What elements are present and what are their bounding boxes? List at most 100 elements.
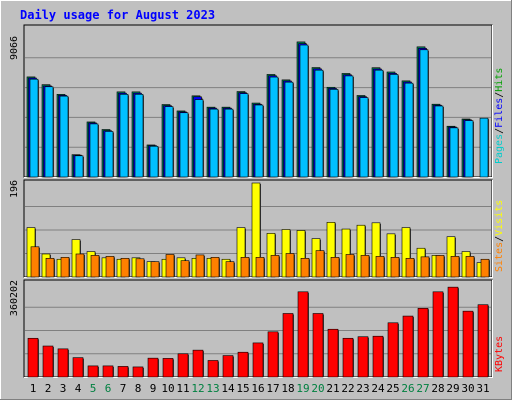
x-tick-label: 26 [401, 382, 414, 395]
x-tick-label: 3 [60, 382, 67, 395]
pages-bar [284, 81, 294, 178]
x-tick-label: 24 [371, 382, 385, 395]
sites-bar [120, 257, 130, 278]
pages-bar-body [464, 120, 474, 178]
kbytes-bar [177, 353, 189, 378]
kbytes-bar [297, 291, 309, 378]
sites-bar-body [330, 257, 340, 278]
pages-bar-body [479, 117, 489, 178]
x-tick-label: 2 [45, 382, 52, 395]
sites-bar [75, 253, 85, 278]
sites-bar-body [120, 257, 130, 278]
kbytes-bar [57, 348, 69, 378]
legend-sep-3: / [494, 236, 505, 242]
sites-bar-body [360, 255, 370, 278]
pages-bar-body [404, 82, 414, 178]
x-tick-label: 4 [75, 382, 82, 395]
kbytes-bar-body [297, 291, 309, 378]
pages-bar-body [134, 94, 144, 178]
kbytes-bar [387, 322, 399, 378]
sites-bar [300, 257, 310, 278]
legend-sites: Sites [494, 242, 505, 272]
pages-bar-body [74, 155, 84, 178]
kbytes-bar [117, 366, 129, 378]
pages-bar-body [179, 112, 189, 178]
x-tick-label: 31 [476, 382, 489, 395]
x-tick-label: 30 [461, 382, 474, 395]
sites-bar [345, 254, 355, 278]
sites-bar-body [135, 258, 145, 278]
sites-bar-body [405, 257, 415, 278]
sites-bar [360, 255, 370, 278]
kbytes-bar [222, 355, 234, 378]
pages-bar [434, 105, 444, 178]
kbytes-bar-body [87, 365, 99, 378]
pages-bar-body [29, 78, 39, 178]
x-tick-label: 8 [135, 382, 142, 395]
kbytes-bar [282, 313, 294, 378]
kbytes-bar-body [27, 337, 39, 378]
sites-bar-body [165, 254, 175, 278]
pages-bar [464, 120, 474, 178]
panel1-legend: Pages/Files/Hits [494, 68, 505, 164]
sites-bar-body [30, 246, 40, 278]
kbytes-bar [477, 304, 489, 378]
sites-bar-body [420, 256, 430, 278]
pages-bar [119, 94, 129, 178]
sites-bar-body [300, 257, 310, 278]
sites-bar [375, 256, 385, 278]
kbytes-bar-body [402, 315, 414, 378]
sites-bar-body [480, 258, 490, 278]
pages-bar [359, 97, 369, 178]
kbytes-bar [402, 315, 414, 378]
kbytes-bar-body [102, 365, 114, 378]
pages-bar-body [269, 76, 279, 178]
kbytes-bar-body [477, 304, 489, 378]
kbytes-bar-body [357, 336, 369, 378]
pages-bar [194, 99, 204, 178]
pages-bar-body [209, 108, 219, 178]
sites-bar [105, 256, 115, 278]
x-tick-label: 29 [446, 382, 459, 395]
kbytes-bar-body [147, 357, 159, 378]
pages-bar [29, 78, 39, 178]
kbytes-bar [132, 366, 144, 378]
pages-bar-body [389, 74, 399, 178]
kbytes-bar-body [387, 322, 399, 378]
kbytes-bar-body [267, 331, 279, 378]
kbytes-bar-body [282, 313, 294, 378]
sites-bar-body [375, 256, 385, 278]
sites-bar [330, 257, 340, 278]
pages-bar-body [374, 69, 384, 178]
sites-bar-body [90, 255, 100, 278]
pages-bar-body [104, 131, 114, 178]
kbytes-bar [207, 360, 219, 378]
x-tick-label: 20 [311, 382, 324, 395]
sites-bar [180, 260, 190, 278]
sites-bar [285, 253, 295, 278]
pages-bar-body [329, 89, 339, 178]
pages-bar [59, 95, 69, 178]
x-tick-label: 17 [266, 382, 279, 395]
kbytes-bar-body [207, 360, 219, 378]
sites-bar [225, 261, 235, 278]
x-axis-labels: 1 2 3 4 5 6 7 8 9 10 11 12 13 14 15 16 17 18 19 20 21 22 23 24 2… [30, 382, 490, 395]
kbytes-bar-body [462, 310, 474, 378]
kbytes-bar [162, 358, 174, 378]
sites-bar [270, 255, 280, 278]
kbytes-bar [432, 291, 444, 378]
kbytes-bar [42, 345, 54, 378]
legend-sep-1: / [494, 128, 505, 134]
legend-pages: Pages [494, 134, 505, 164]
pages-bar-body [344, 75, 354, 178]
sites-bar-body [180, 260, 190, 278]
sites-bar-body [225, 261, 235, 278]
sites-bar [315, 250, 325, 278]
pages-bar [479, 117, 489, 178]
sites-bar [90, 255, 100, 278]
kbytes-bar [102, 365, 114, 378]
pages-bar-body [254, 104, 264, 178]
pages-bar-body [89, 123, 99, 178]
kbytes-bar [192, 349, 204, 378]
pages-bar [209, 108, 219, 178]
